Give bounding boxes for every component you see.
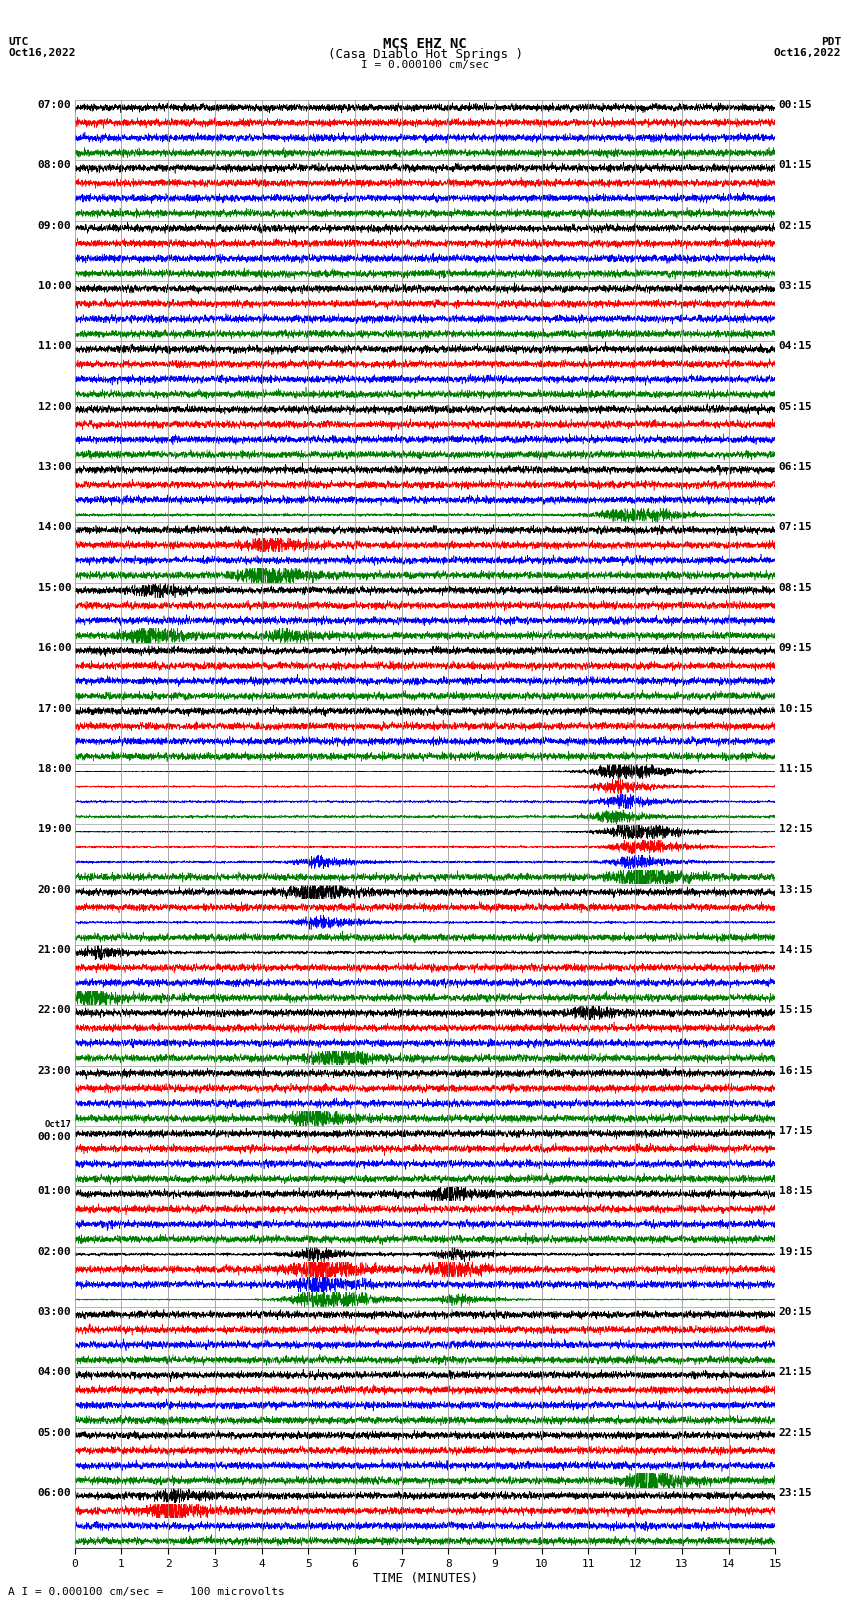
Text: 17:15: 17:15 (779, 1126, 813, 1136)
Text: 04:15: 04:15 (779, 342, 813, 352)
Text: 22:00: 22:00 (37, 1005, 71, 1015)
Text: 08:15: 08:15 (779, 582, 813, 594)
Text: 13:15: 13:15 (779, 884, 813, 895)
Text: 08:00: 08:00 (37, 160, 71, 171)
Text: 14:00: 14:00 (37, 523, 71, 532)
Text: 20:00: 20:00 (37, 884, 71, 895)
Text: A I = 0.000100 cm/sec =    100 microvolts: A I = 0.000100 cm/sec = 100 microvolts (8, 1587, 286, 1597)
Text: 16:15: 16:15 (779, 1066, 813, 1076)
Text: 04:00: 04:00 (37, 1368, 71, 1378)
Text: 05:15: 05:15 (779, 402, 813, 411)
Text: 01:00: 01:00 (37, 1187, 71, 1197)
Text: UTC: UTC (8, 37, 29, 47)
Text: 11:00: 11:00 (37, 342, 71, 352)
Text: PDT: PDT (821, 37, 842, 47)
Text: 20:15: 20:15 (779, 1307, 813, 1318)
Text: 12:15: 12:15 (779, 824, 813, 834)
Text: 23:15: 23:15 (779, 1489, 813, 1498)
Text: 06:15: 06:15 (779, 463, 813, 473)
Text: Oct17: Oct17 (44, 1119, 71, 1129)
Text: 01:15: 01:15 (779, 160, 813, 171)
Text: 14:15: 14:15 (779, 945, 813, 955)
Text: 00:15: 00:15 (779, 100, 813, 110)
Text: 02:15: 02:15 (779, 221, 813, 231)
Text: 22:15: 22:15 (779, 1428, 813, 1437)
Text: 07:00: 07:00 (37, 100, 71, 110)
Text: 21:00: 21:00 (37, 945, 71, 955)
Text: 12:00: 12:00 (37, 402, 71, 411)
Text: 02:00: 02:00 (37, 1247, 71, 1257)
Text: 16:00: 16:00 (37, 644, 71, 653)
Text: 18:00: 18:00 (37, 765, 71, 774)
Text: 07:15: 07:15 (779, 523, 813, 532)
Text: 10:00: 10:00 (37, 281, 71, 290)
Text: 15:15: 15:15 (779, 1005, 813, 1015)
Text: 15:00: 15:00 (37, 582, 71, 594)
Text: 00:00: 00:00 (37, 1132, 71, 1142)
Text: 13:00: 13:00 (37, 463, 71, 473)
Text: 21:15: 21:15 (779, 1368, 813, 1378)
X-axis label: TIME (MINUTES): TIME (MINUTES) (372, 1571, 478, 1584)
Text: I = 0.000100 cm/sec: I = 0.000100 cm/sec (361, 60, 489, 69)
Text: 19:15: 19:15 (779, 1247, 813, 1257)
Text: 06:00: 06:00 (37, 1489, 71, 1498)
Text: 23:00: 23:00 (37, 1066, 71, 1076)
Text: 05:00: 05:00 (37, 1428, 71, 1437)
Text: 03:00: 03:00 (37, 1307, 71, 1318)
Text: Oct16,2022: Oct16,2022 (8, 48, 76, 58)
Text: 19:00: 19:00 (37, 824, 71, 834)
Text: 09:15: 09:15 (779, 644, 813, 653)
Text: 18:15: 18:15 (779, 1187, 813, 1197)
Text: MCS EHZ NC: MCS EHZ NC (383, 37, 467, 52)
Text: (Casa Diablo Hot Springs ): (Casa Diablo Hot Springs ) (327, 48, 523, 61)
Text: 11:15: 11:15 (779, 765, 813, 774)
Text: 03:15: 03:15 (779, 281, 813, 290)
Text: 10:15: 10:15 (779, 703, 813, 713)
Text: 09:00: 09:00 (37, 221, 71, 231)
Text: 17:00: 17:00 (37, 703, 71, 713)
Text: Oct16,2022: Oct16,2022 (774, 48, 842, 58)
